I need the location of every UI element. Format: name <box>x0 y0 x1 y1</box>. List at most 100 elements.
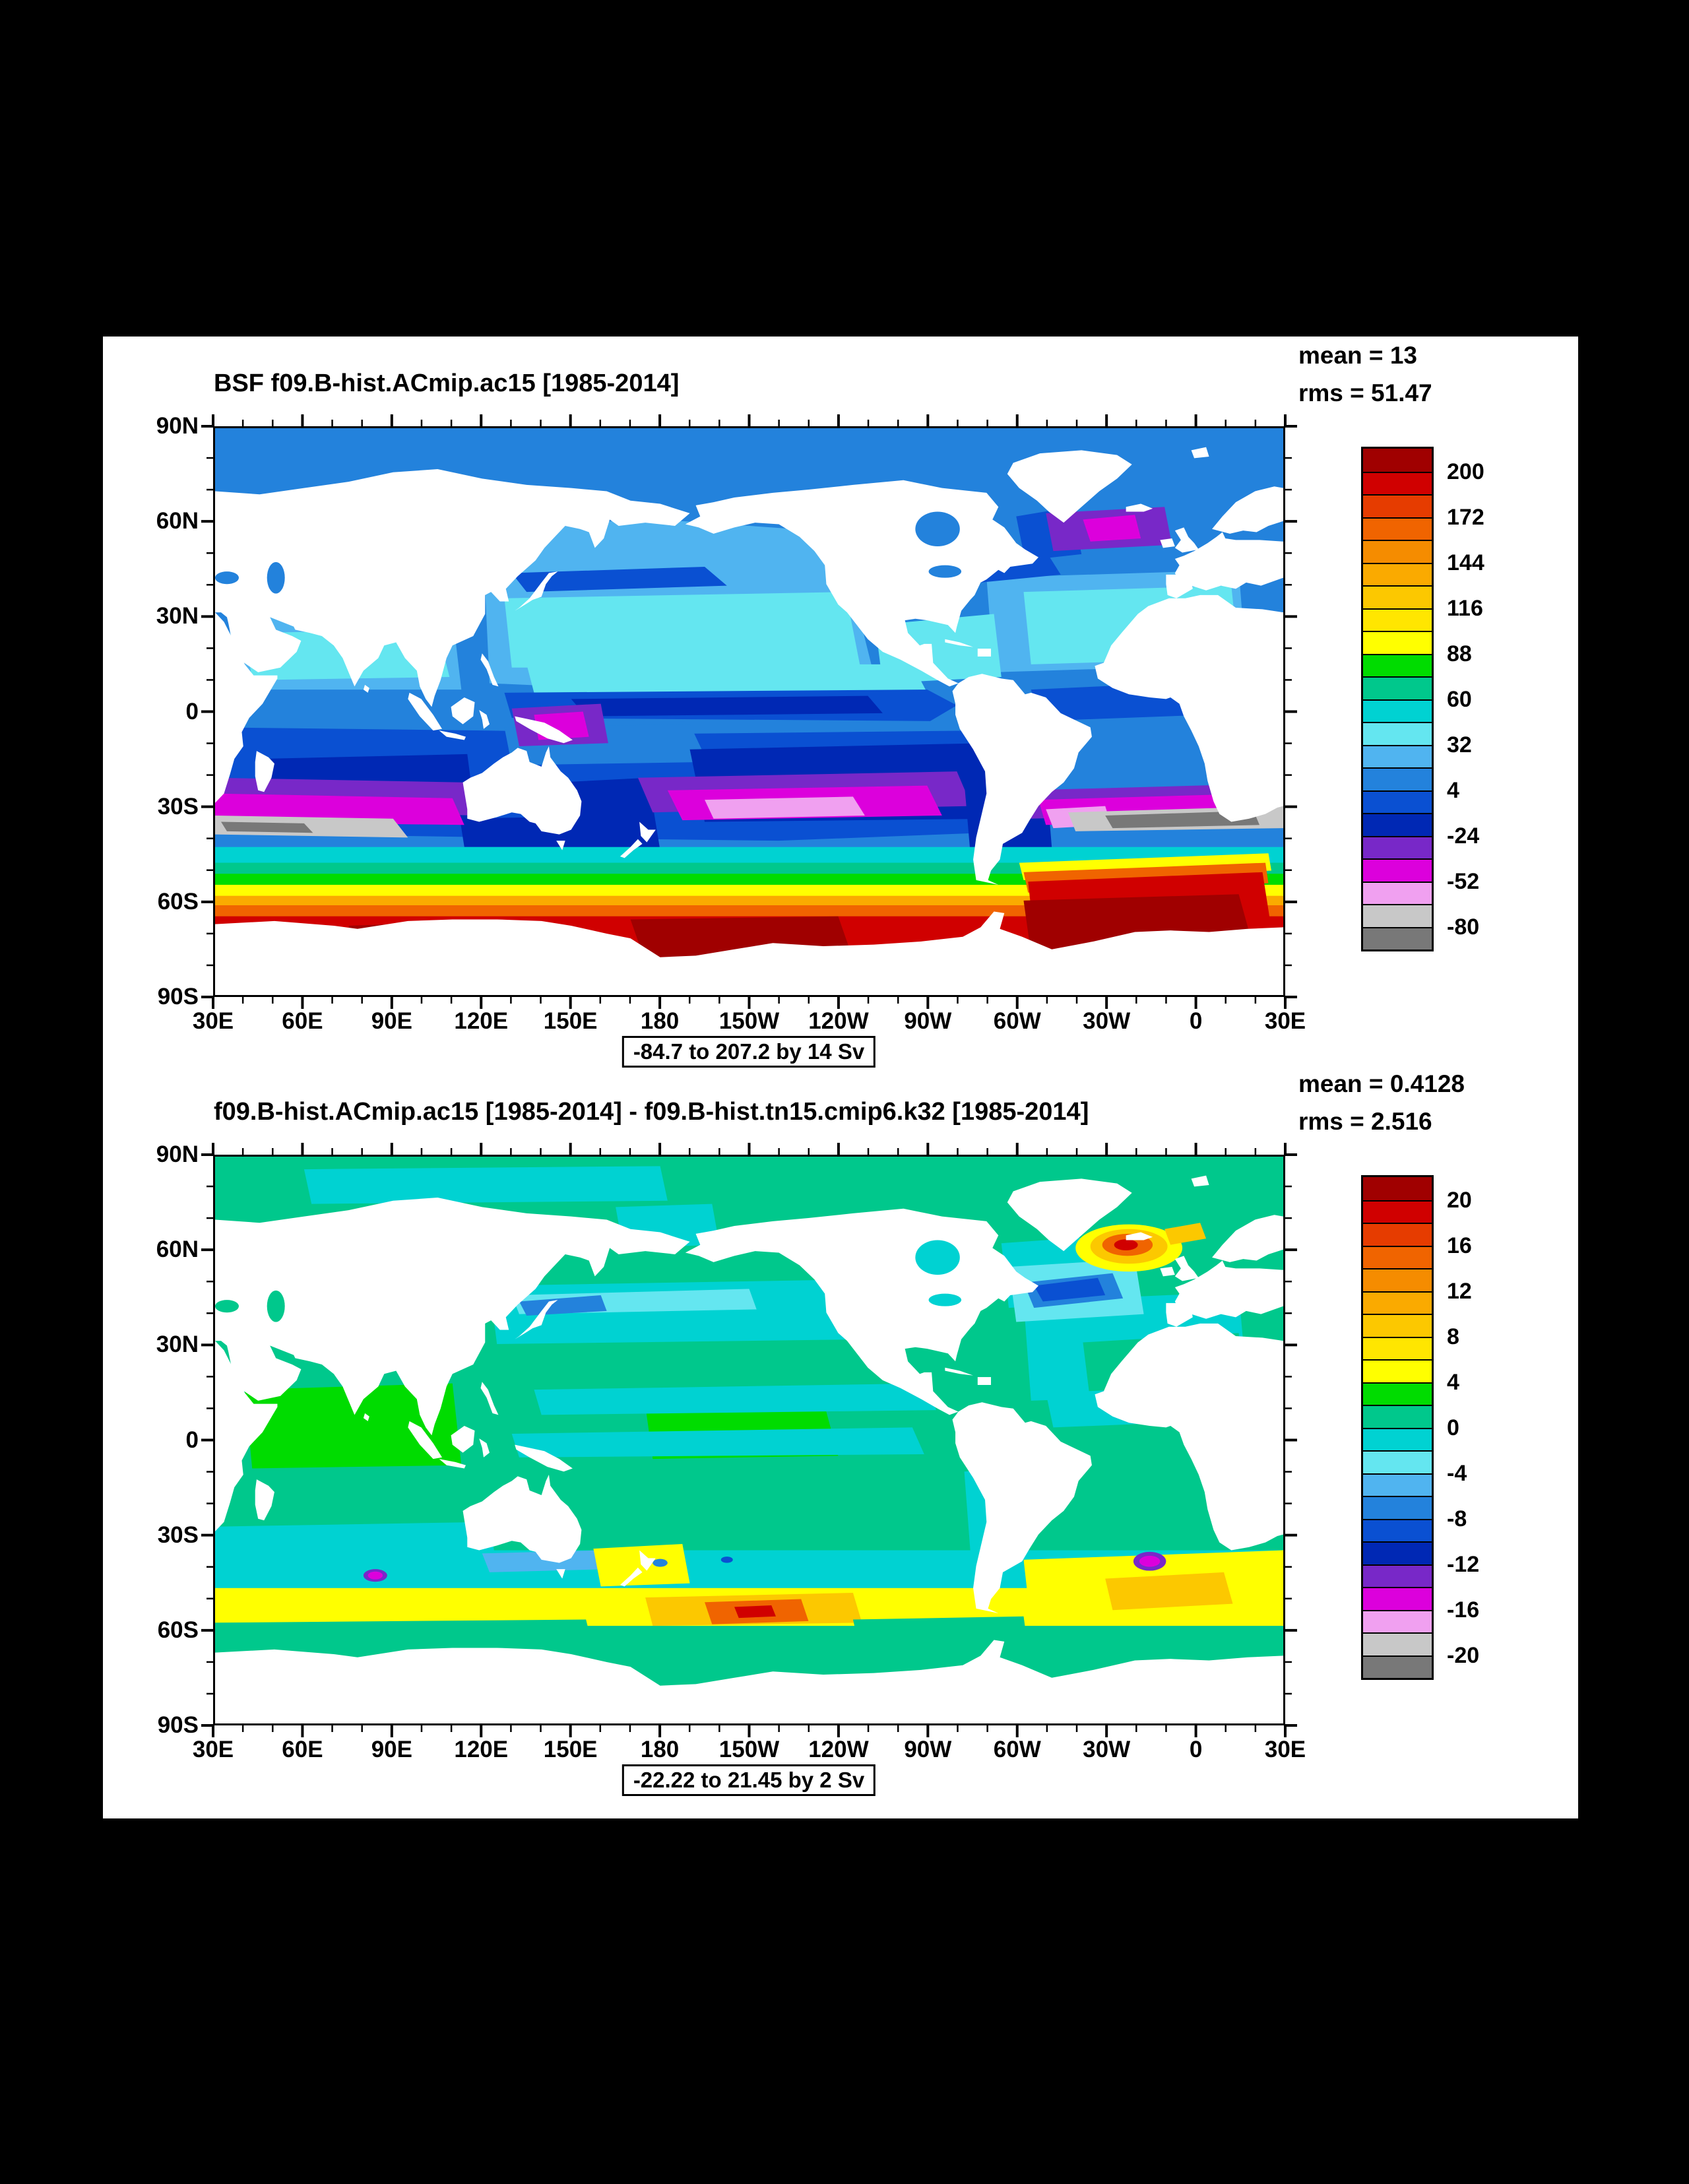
x-tick-label: 90E <box>371 1737 412 1762</box>
bsf-map <box>215 428 1283 995</box>
stats-block: mean = 13 rms = 51.47 <box>1298 337 1432 412</box>
colorbar-cell <box>1363 722 1432 745</box>
colorbar-tick-label: 16 <box>1447 1233 1472 1258</box>
colorbar-cell <box>1363 1177 1432 1200</box>
colorbar-cell <box>1363 1359 1432 1382</box>
x-tick-label: 30W <box>1083 1737 1131 1762</box>
colorbar-tick-label: -20 <box>1447 1642 1480 1668</box>
colorbar-cell <box>1363 1609 1432 1632</box>
x-tick-label: 150W <box>718 1008 780 1034</box>
colorbar-cell <box>1363 562 1432 585</box>
mean-stat: mean = 0.4128 <box>1298 1070 1465 1097</box>
x-tick-label: 150E <box>543 1008 598 1034</box>
colorbar-tick-label: -16 <box>1447 1597 1480 1622</box>
x-tick-label: 90W <box>904 1008 952 1034</box>
colorbar-tick-label: -80 <box>1447 914 1480 940</box>
colorbar-cell <box>1363 1541 1432 1564</box>
rms-stat: rms = 51.47 <box>1298 379 1432 406</box>
colorbar-tick-label: -52 <box>1447 868 1480 894</box>
panel-title: BSF f09.B-hist.ACmip.ac15 [1985-2014] <box>214 369 680 397</box>
inland-seas <box>215 1240 962 1322</box>
x-tick-label: 30E <box>192 1737 234 1762</box>
colorbar-tick-label: -8 <box>1447 1506 1467 1531</box>
plot-sheet: BSF f09.B-hist.ACmip.ac15 [1985-2014] me… <box>103 337 1578 1818</box>
y-tick-label: 0 <box>185 698 199 724</box>
colorbar-cell <box>1363 858 1432 882</box>
y-tick-label: 30N <box>156 1332 199 1358</box>
colorbar-cell <box>1363 1245 1432 1268</box>
colorbar-tick-label: 88 <box>1447 641 1472 666</box>
x-tick-label: 120E <box>454 1008 509 1034</box>
colorbar-tick-label: 32 <box>1447 732 1472 757</box>
x-tick-label: 30E <box>1264 1008 1306 1034</box>
colorbar-cell <box>1363 1655 1432 1678</box>
panel-difference: f09.B-hist.ACmip.ac15 [1985-2014] - f09.… <box>103 1065 1578 1804</box>
x-tick-label: 60W <box>993 1008 1041 1034</box>
rms-stat: rms = 2.516 <box>1298 1108 1432 1135</box>
inland-seas <box>215 511 962 594</box>
colorbar-cell <box>1363 494 1432 517</box>
colorbar-cell <box>1363 449 1432 472</box>
y-axis-labels: 90N 60N 30N 0 30S 60S 90S <box>103 337 1578 1076</box>
colorbar-cell <box>1363 699 1432 722</box>
colorbar-cell <box>1363 1223 1432 1246</box>
colorbar-cell <box>1363 1587 1432 1610</box>
colorbar-cell <box>1363 1450 1432 1473</box>
colorbar-cell <box>1363 1427 1432 1450</box>
colorbar-cell <box>1363 1336 1432 1359</box>
x-tick-label: 60W <box>993 1737 1041 1762</box>
contour-range-label: -22.22 to 21.45 by 2 Sv <box>621 1764 876 1796</box>
x-tick-label: 180 <box>640 1008 680 1034</box>
y-tick-label: 60S <box>157 1617 199 1643</box>
y-tick-label: 90S <box>157 984 199 1010</box>
x-axis-labels: 30E 60E 90E 120E 150E 180 150W 120W 90W 60W 30W 0 30… <box>103 1065 1578 1804</box>
x-tick-label: 90E <box>371 1008 412 1034</box>
map-frame <box>213 426 1285 997</box>
colorbar-cell <box>1363 1200 1432 1223</box>
colorbar-cell <box>1363 517 1432 540</box>
contour-range-label: -84.7 to 207.2 by 14 Sv <box>621 1036 876 1068</box>
colorbar-cell <box>1363 676 1432 699</box>
colorbar-labels: 200 172 144 116 88 60 32 4 -24 -52 -80 <box>103 337 1578 1076</box>
colorbar <box>1361 447 1434 951</box>
panel-bsf: BSF f09.B-hist.ACmip.ac15 [1985-2014] me… <box>103 337 1578 1076</box>
colorbar-cell <box>1363 1496 1432 1519</box>
x-tick-label: 120W <box>808 1737 869 1762</box>
y-tick-label: 30S <box>157 793 199 819</box>
colorbar-cell <box>1363 540 1432 563</box>
colorbar-tick-label: -24 <box>1447 823 1480 849</box>
x-tick-label: 30E <box>192 1008 234 1034</box>
x-tick-label: 30W <box>1083 1008 1131 1034</box>
colorbar-tick-label: -12 <box>1447 1551 1480 1577</box>
colorbar-cell <box>1363 631 1432 654</box>
y-tick-label: 30N <box>156 603 199 629</box>
colorbar-cell <box>1363 881 1432 904</box>
colorbar-tick-label: 172 <box>1447 504 1484 530</box>
colorbar-cell <box>1363 1291 1432 1314</box>
bsf-difference-map <box>215 1157 1283 1723</box>
colorbar-cell <box>1363 904 1432 927</box>
colorbar-cell <box>1363 767 1432 790</box>
colorbar-cell <box>1363 813 1432 836</box>
y-tick-label: 90N <box>156 413 199 439</box>
colorbar-cell <box>1363 653 1432 676</box>
y-tick-label: 60S <box>157 888 199 915</box>
colorbar-tick-label: 20 <box>1447 1187 1472 1213</box>
y-tick-label: 60N <box>156 508 199 534</box>
y-tick-label: 90N <box>156 1141 199 1167</box>
y-tick-label: 30S <box>157 1522 199 1548</box>
x-tick-label: 0 <box>1189 1008 1203 1034</box>
map-frame <box>213 1155 1285 1725</box>
colorbar-tick-label: 144 <box>1447 550 1484 575</box>
colorbar-cell <box>1363 744 1432 767</box>
x-tick-label: 90W <box>904 1737 952 1762</box>
x-tick-label: 150W <box>718 1737 780 1762</box>
colorbar-cell <box>1363 1268 1432 1291</box>
colorbar-tick-label: 4 <box>1447 777 1459 803</box>
colorbar-cell <box>1363 835 1432 858</box>
colorbar-cell <box>1363 926 1432 949</box>
colorbar-tick-label: 12 <box>1447 1278 1472 1304</box>
y-tick-label: 60N <box>156 1237 199 1263</box>
colorbar-cell <box>1363 1382 1432 1405</box>
